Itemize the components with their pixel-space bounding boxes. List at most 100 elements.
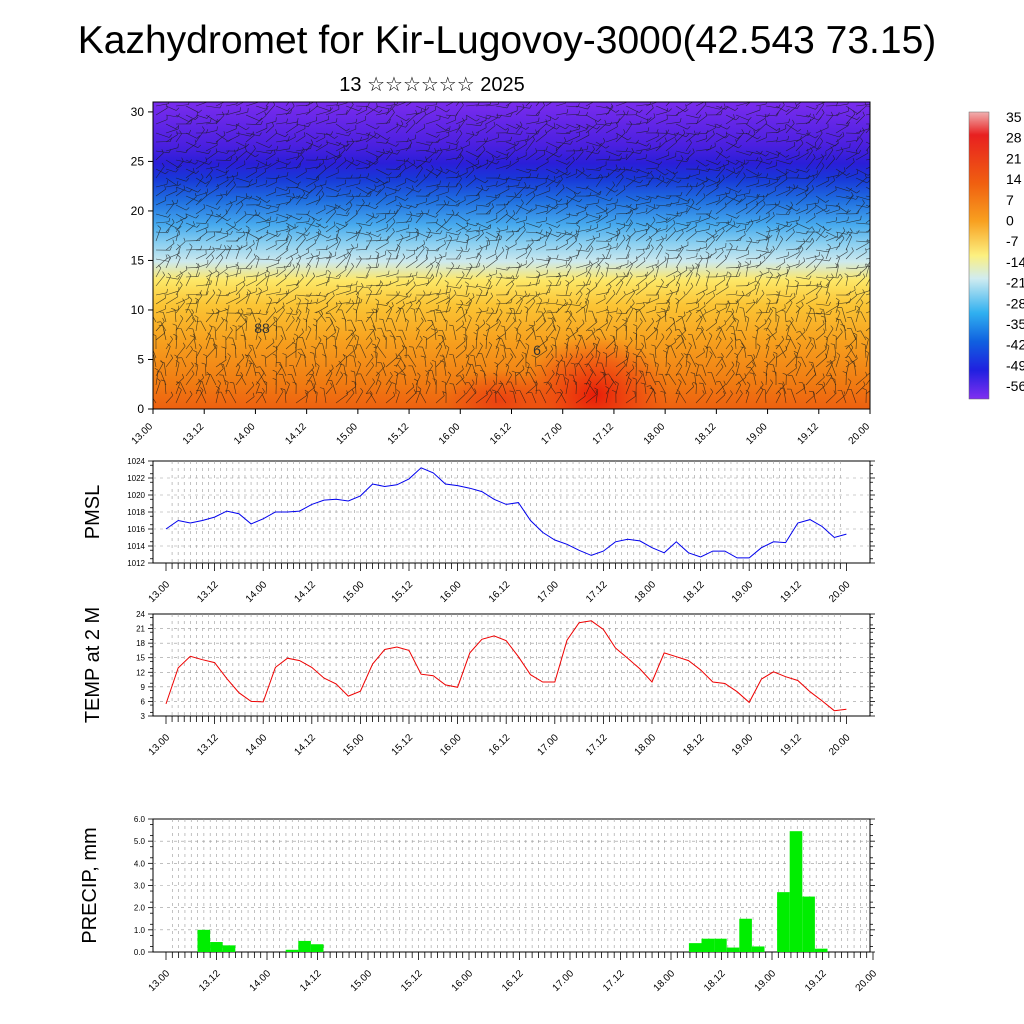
wind-barb-flag (176, 180, 179, 186)
wind-barb (685, 225, 697, 233)
wind-barb (435, 222, 449, 231)
wind-barb (495, 157, 508, 161)
wind-barb-flag (290, 109, 292, 114)
wind-barb-flag (176, 130, 178, 135)
wind-barb (405, 177, 416, 183)
wind-barb-flag (399, 202, 402, 206)
wind-barb (425, 230, 431, 242)
wind-barb (855, 104, 870, 107)
wind-barb-flag (757, 193, 759, 198)
wind-barb (405, 214, 413, 224)
wind-barb (865, 113, 870, 116)
wind-barb-flag (555, 147, 558, 152)
wind-barb-flag (436, 134, 440, 138)
wind-barb-flag (487, 224, 491, 229)
wind-barb (215, 213, 228, 222)
wind-barb-flag (582, 167, 585, 172)
wind-barb (785, 123, 795, 134)
wind-barb-flag (765, 236, 770, 240)
wind-barb-flag (360, 136, 362, 141)
wind-barb-flag (807, 148, 809, 153)
wind-barb (495, 123, 506, 131)
wind-barb (185, 143, 197, 152)
wind-barb (735, 222, 749, 225)
wind-barb-flag (821, 102, 824, 105)
wind-barb (165, 123, 176, 130)
wind-barb-flag (531, 257, 534, 262)
wind-barb (395, 162, 406, 170)
wind-barb (295, 128, 306, 134)
wind-barb (215, 248, 227, 260)
wind-barb-flag (558, 198, 563, 202)
wind-barb (865, 127, 870, 134)
wind-barb-flag (392, 218, 396, 223)
wind-barb-flag (627, 254, 630, 259)
wind-barb (175, 114, 189, 122)
wind-barb-flag (546, 175, 549, 179)
wind-barb (315, 159, 327, 161)
wind-barb-flag (288, 234, 293, 238)
wind-barb-flag (349, 189, 351, 194)
wind-barb (635, 130, 649, 134)
wind-barb (435, 148, 450, 152)
wind-barb-flag (421, 210, 424, 215)
wind-barb (505, 213, 516, 224)
wind-barb (525, 222, 540, 228)
wind-barb (285, 213, 300, 221)
wind-barb (615, 176, 624, 188)
wind-barb-flag (382, 148, 385, 153)
wind-barb (535, 161, 549, 170)
wind-barb (765, 150, 778, 156)
wind-barb (745, 150, 761, 155)
wind-barb (575, 210, 586, 215)
wind-barb (275, 175, 288, 179)
wind-barb-flag (165, 254, 168, 259)
wind-barb-flag (456, 141, 459, 145)
wind-barb-flag (236, 156, 238, 161)
wind-barb (665, 223, 676, 233)
wind-barb (665, 215, 679, 224)
wind-barb (835, 186, 850, 192)
wind-barb-flag (428, 146, 431, 151)
wind-barb-flag (689, 184, 693, 189)
wind-barb (575, 134, 590, 143)
wind-barb (215, 115, 225, 125)
wind-barb-flag (299, 162, 301, 168)
wind-barb (385, 104, 396, 116)
wind-barb (735, 253, 749, 260)
wind-barb (555, 168, 568, 176)
wind-barb-flag (520, 263, 522, 268)
wind-barb (825, 158, 835, 170)
wind-barb (185, 224, 195, 233)
wind-barb (775, 204, 790, 211)
wind-barb (275, 186, 287, 191)
wind-barb (425, 104, 437, 107)
wind-barb-flag (164, 185, 166, 190)
wind-barb (675, 245, 689, 251)
wind-barb-flag (847, 216, 849, 221)
wind-barb-flag (265, 218, 270, 222)
wind-barb-flag (665, 129, 668, 134)
wind-barb (155, 258, 168, 269)
wind-barb (405, 253, 415, 260)
wind-barb-flag (767, 247, 769, 252)
wind-barb (655, 237, 667, 242)
wind-barb (265, 210, 278, 215)
wind-barb (685, 187, 693, 197)
wind-barb-flag (172, 239, 175, 244)
wind-barb-flag (356, 162, 361, 167)
wind-barb-flag (289, 144, 291, 149)
wind-barb (355, 202, 365, 215)
wind-barb (475, 222, 488, 229)
wind-barb-flag (375, 251, 380, 254)
wind-barb-flag (606, 211, 608, 216)
wind-barb-flag (375, 161, 379, 165)
wind-barb (705, 222, 718, 227)
wind-barb (235, 111, 248, 116)
wind-barb-flag (398, 187, 402, 192)
wind-barb-flag (798, 216, 800, 221)
wind-barb-flag (839, 133, 843, 138)
wind-barb-flag (616, 227, 621, 232)
wind-barb-flag (423, 240, 425, 245)
wind-barb-flag (627, 137, 632, 141)
